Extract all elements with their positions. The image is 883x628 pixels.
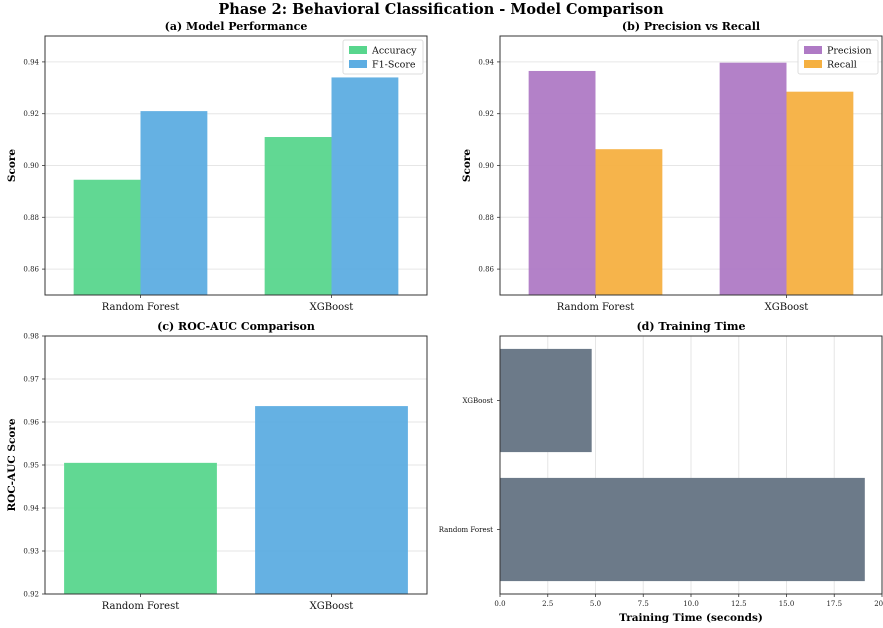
bar-recall — [786, 91, 854, 295]
y-tick-label: 0.94 — [478, 58, 494, 66]
x-tick-label: Random Forest — [102, 601, 180, 612]
legend-label: F1-Score — [372, 60, 416, 71]
y-tick-label: 0.90 — [23, 162, 39, 170]
x-tick-label: 7.5 — [638, 600, 649, 608]
legend-label: Recall — [827, 60, 857, 71]
bar — [500, 477, 865, 582]
bar-f1-score — [331, 77, 399, 295]
x-tick-label: 15.0 — [779, 600, 795, 608]
x-tick-label: Random Forest — [557, 302, 635, 313]
x-tick-label: Random Forest — [102, 302, 180, 313]
chart-panel-b: (b) Precision vs Recall 0.86 0.88 0.90 0.92 0… — [461, 20, 883, 313]
y-tick-label: XGBoost — [462, 397, 493, 405]
legend-swatch — [804, 60, 822, 68]
bar — [255, 406, 408, 594]
y-axis-label: Score — [6, 149, 18, 183]
y-tick-label: Random Forest — [439, 526, 493, 534]
x-tick-label: 0.0 — [494, 600, 505, 608]
figure-title: Phase 2: Behavioral Classification - Mod… — [218, 1, 664, 18]
y-axis-label: Score — [461, 149, 473, 183]
y-tick-label: 0.98 — [23, 333, 39, 341]
y-tick-label: 0.92 — [23, 110, 39, 118]
y-tick-label: 0.92 — [478, 110, 494, 118]
x-tick-label: 10.0 — [683, 600, 699, 608]
x-tick-label: 17.5 — [826, 600, 842, 608]
x-tick-label: XGBoost — [765, 302, 809, 313]
bar-f1-score — [140, 111, 208, 295]
bar — [500, 348, 592, 453]
y-tick-label: 0.90 — [478, 162, 494, 170]
x-tick-label: 2.5 — [542, 600, 553, 608]
chart-title: (c) ROC-AUC Comparison — [157, 320, 315, 333]
bar-precision — [528, 70, 596, 295]
y-tick-label: 0.97 — [23, 376, 39, 384]
bar-accuracy — [264, 137, 332, 295]
bar-recall — [595, 149, 663, 295]
chart-panel-c: (c) ROC-AUC Comparison 0.92 0.93 0.94 0.95 0.… — [6, 320, 428, 612]
y-tick-label: 0.95 — [23, 462, 39, 470]
plot-frame — [44, 335, 428, 595]
x-axis-label: Training Time (seconds) — [619, 612, 763, 624]
y-tick-label: 0.88 — [23, 214, 39, 222]
plot-frame — [44, 35, 428, 296]
legend-label: Precision — [827, 46, 872, 57]
y-tick-label: 0.96 — [23, 419, 39, 427]
legend-swatch — [804, 46, 822, 54]
legend-label: Accuracy — [371, 46, 417, 57]
x-tick-label: XGBoost — [310, 601, 354, 612]
y-tick-label: 0.94 — [23, 505, 39, 513]
legend-swatch — [349, 60, 367, 68]
y-tick-label: 0.86 — [478, 266, 494, 274]
chart-panel-a: (a) Model Performance 0.86 0.88 0.90 0.92 0.9… — [6, 20, 428, 313]
x-tick-label: XGBoost — [310, 302, 354, 313]
y-tick-label: 0.86 — [23, 266, 39, 274]
chart-title: (d) Training Time — [636, 320, 745, 333]
bar — [64, 462, 217, 594]
x-tick-label: 12.5 — [731, 600, 747, 608]
chart-title: (a) Model Performance — [165, 20, 308, 33]
bar-accuracy — [73, 179, 141, 295]
chart-title: (b) Precision vs Recall — [622, 20, 760, 33]
x-tick-label: 5.0 — [590, 600, 601, 608]
y-tick-label: 0.94 — [23, 58, 39, 66]
y-axis-label: ROC-AUC Score — [6, 418, 18, 511]
x-tick-label: 20.0 — [874, 600, 883, 608]
bar-precision — [719, 62, 787, 295]
plot-frame — [499, 35, 883, 296]
legend-swatch — [349, 46, 367, 54]
y-tick-label: 0.88 — [478, 214, 494, 222]
y-tick-label: 0.93 — [23, 548, 39, 556]
y-tick-label: 0.92 — [23, 591, 39, 599]
plot-frame — [499, 335, 883, 595]
chart-panel-d: (d) Training Time 0.0 2.5 5.0 7.5 10.0 12.5 15.… — [439, 320, 883, 624]
